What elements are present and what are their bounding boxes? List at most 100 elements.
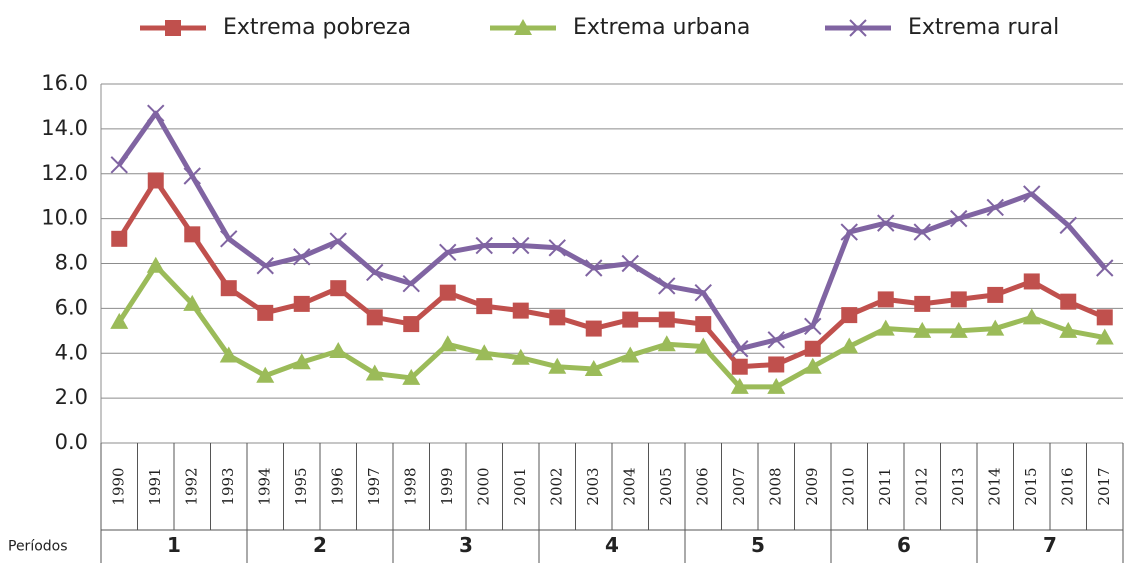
legend-marker [849, 19, 867, 37]
marker-x [512, 236, 530, 255]
marker-x [913, 223, 931, 241]
marker-triangle [292, 353, 311, 370]
marker-square [768, 356, 785, 373]
marker-triangle [365, 364, 384, 381]
marker-triangle [949, 321, 968, 338]
marker-triangle [1022, 308, 1041, 325]
period-label: 2 [313, 533, 327, 557]
marker-square [914, 295, 931, 312]
x-tick-label: 2002 [547, 467, 565, 505]
marker-x [147, 104, 165, 122]
legend-marker [165, 20, 181, 36]
x-tick-label: 2017 [1095, 467, 1113, 505]
marker-square [366, 309, 383, 326]
marker-square [658, 311, 675, 328]
x-tick-label: 1991 [146, 467, 164, 505]
marker-x [658, 277, 676, 295]
marker-triangle [840, 337, 859, 354]
marker-x [329, 232, 347, 250]
marker-square [220, 280, 237, 297]
period-label: 5 [751, 533, 765, 557]
marker-triangle [876, 319, 895, 336]
legend-label: Extrema urbana [573, 15, 750, 40]
marker-triangle [183, 294, 202, 311]
marker-square [257, 304, 274, 321]
marker-triangle [438, 335, 457, 352]
marker-triangle [803, 357, 822, 374]
marker-x [1023, 185, 1041, 203]
marker-triangle [511, 348, 530, 365]
y-tick-label: 16.0 [41, 71, 88, 95]
marker-x [731, 340, 749, 358]
marker-triangle [621, 346, 640, 363]
legend-marker [514, 19, 532, 35]
marker-x [183, 167, 201, 185]
marker-triangle [730, 377, 749, 394]
y-tick-label: 8.0 [55, 251, 88, 275]
marker-x [293, 248, 311, 266]
period-label: 1 [167, 533, 181, 557]
marker-triangle [913, 321, 932, 338]
marker-triangle [548, 357, 567, 374]
x-tick-label: 2008 [766, 467, 784, 505]
marker-x [366, 263, 384, 282]
marker-x [110, 156, 128, 174]
marker-triangle [402, 368, 421, 385]
y-tick-label: 2.0 [55, 385, 88, 409]
x-tick-label: 2013 [949, 467, 967, 505]
y-tick-label: 4.0 [55, 340, 88, 364]
x-tick-label: 2011 [876, 467, 894, 505]
x-tick-label: 1995 [292, 467, 310, 505]
period-label: 6 [897, 533, 911, 557]
marker-square [439, 284, 456, 301]
legend-label: Extrema rural [908, 15, 1059, 40]
marker-square [147, 172, 164, 189]
x-tick-label: 1993 [219, 467, 237, 505]
x-tick-label: 2003 [584, 467, 602, 505]
x-tick-label: 2007 [730, 467, 748, 505]
marker-triangle [584, 359, 603, 376]
marker-square [804, 340, 821, 357]
marker-square [950, 291, 967, 308]
marker-x [804, 317, 822, 336]
marker-square [622, 311, 639, 328]
x-tick-label: 2015 [1022, 467, 1040, 505]
y-tick-label: 6.0 [55, 295, 88, 319]
x-tick-label: 2016 [1058, 467, 1076, 505]
y-tick-label: 10.0 [41, 206, 88, 230]
marker-x [950, 209, 968, 228]
marker-triangle [256, 366, 275, 383]
marker-triangle [657, 335, 676, 352]
x-tick-label: 2014 [985, 467, 1003, 505]
y-tick-label: 0.0 [55, 430, 88, 454]
marker-x [548, 239, 566, 257]
marker-square [877, 291, 894, 308]
marker-square [841, 307, 858, 324]
series-line [117, 177, 1106, 370]
marker-x [840, 223, 858, 241]
marker-triangle [986, 319, 1005, 336]
x-tick-label: 1996 [328, 467, 346, 505]
x-tick-label: 2005 [657, 467, 675, 505]
x-tick-label: 1994 [255, 467, 273, 505]
marker-x [1096, 259, 1114, 277]
marker-triangle [329, 342, 348, 359]
x-tick-label: 2009 [803, 467, 821, 505]
marker-square [111, 230, 128, 247]
marker-square [184, 226, 201, 243]
x-tick-label: 2006 [693, 467, 711, 505]
y-tick-label: 12.0 [41, 161, 88, 185]
marker-square [1023, 273, 1040, 290]
marker-triangle [110, 312, 129, 329]
marker-triangle [1095, 328, 1114, 345]
marker-square [330, 280, 347, 297]
marker-x [767, 331, 785, 349]
marker-square [731, 358, 748, 375]
x-tick-label: 2000 [474, 467, 492, 505]
x-tick-label: 1997 [365, 467, 383, 505]
marker-square [1060, 293, 1077, 310]
marker-triangle [767, 377, 786, 394]
period-label: 4 [605, 533, 619, 557]
marker-square [293, 295, 310, 312]
